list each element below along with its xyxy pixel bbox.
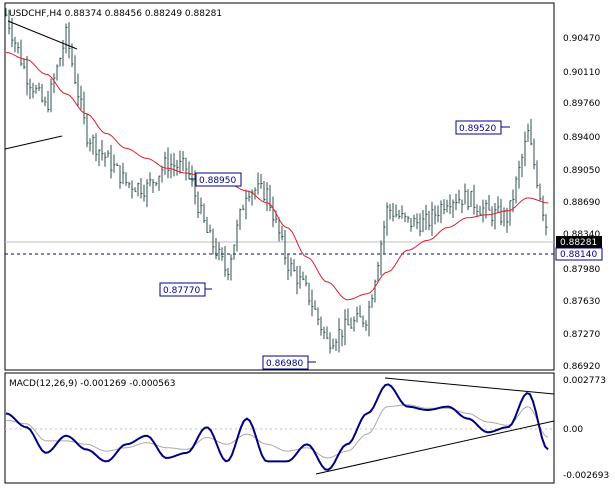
annotation-label: 0.86980 bbox=[266, 359, 303, 369]
price-tick: 0.90470 bbox=[563, 34, 600, 44]
support-price-label: 0.88140 bbox=[560, 250, 597, 260]
annotation-label: 0.87770 bbox=[163, 286, 200, 296]
current-price-label: 0.88281 bbox=[560, 238, 597, 248]
macd-header: MACD(12,26,9) -0.001269 -0.000563 bbox=[9, 379, 175, 389]
price-tick: 0.87980 bbox=[563, 265, 600, 275]
annotation-mid[interactable]: 0.88950 bbox=[189, 172, 242, 187]
annotation-label: 0.89520 bbox=[459, 124, 496, 134]
ma-line bbox=[5, 52, 549, 301]
trendline-upper-left[interactable] bbox=[7, 20, 78, 50]
macd-trendline-lower[interactable] bbox=[315, 420, 555, 475]
price-tick: 0.90110 bbox=[563, 68, 600, 78]
support-price-box bbox=[555, 247, 603, 261]
annotation-label: 0.88950 bbox=[199, 176, 236, 186]
macd-main-line bbox=[5, 383, 549, 471]
macd-axis: 0.002773 0.00 -0.002693 bbox=[563, 376, 609, 481]
macd-series bbox=[5, 383, 549, 471]
macd-tick: -0.002693 bbox=[563, 471, 609, 481]
macd-signal-line bbox=[5, 404, 549, 459]
candlestick-series bbox=[5, 8, 548, 354]
price-header: USDCHF,H4 0.88374 0.88456 0.88249 0.8828… bbox=[9, 9, 222, 19]
annotation-high[interactable]: 0.89520 bbox=[455, 120, 510, 135]
moving-average-series bbox=[5, 52, 549, 301]
annotation-low[interactable]: 0.86980 bbox=[262, 355, 316, 370]
current-price-box bbox=[556, 236, 602, 248]
price-tick: 0.88340 bbox=[563, 230, 600, 240]
macd-trendline-upper[interactable] bbox=[384, 377, 555, 395]
price-tick: 0.86920 bbox=[563, 362, 600, 372]
price-tick: 0.89050 bbox=[563, 166, 600, 176]
trendline-lower-left[interactable] bbox=[4, 135, 63, 150]
price-axis: 0.90470 0.90110 0.89760 0.89400 0.89050 … bbox=[563, 34, 600, 372]
price-tick: 0.88690 bbox=[563, 198, 600, 208]
price-tick: 0.87270 bbox=[563, 330, 600, 340]
macd-tick: 0.002773 bbox=[563, 376, 606, 386]
price-panel-frame bbox=[4, 2, 555, 371]
price-tick: 0.89400 bbox=[563, 133, 600, 143]
price-tick: 0.89760 bbox=[563, 99, 600, 109]
price-tick: 0.87630 bbox=[563, 297, 600, 307]
macd-tick: 0.00 bbox=[563, 425, 583, 435]
annotation-low-mid[interactable]: 0.87770 bbox=[159, 282, 212, 297]
macd-panel-frame bbox=[4, 372, 555, 484]
